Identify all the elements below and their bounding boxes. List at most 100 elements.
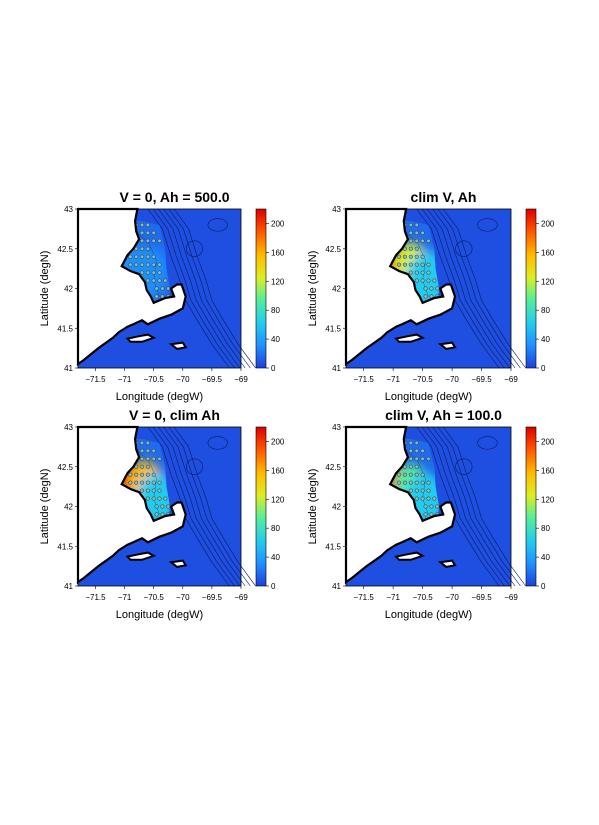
- y-tick-label: 41.5: [57, 324, 73, 333]
- station-marker: [134, 480, 139, 485]
- station-marker: [414, 496, 419, 501]
- y-tick-label: 41: [332, 364, 341, 373]
- colorbar-tick-label: 0: [541, 582, 546, 591]
- x-tick-label: −70: [445, 375, 459, 384]
- station-marker: [145, 246, 150, 251]
- contour-loop: [207, 218, 228, 232]
- station-marker: [396, 254, 402, 259]
- x-tick-label: −71.5: [85, 593, 106, 602]
- y-tick-label: 42: [64, 503, 73, 512]
- contour-line: [421, 426, 505, 587]
- x-tick-label: −71.5: [85, 375, 106, 384]
- x-tick-label: −69: [504, 593, 518, 602]
- station-marker: [166, 286, 171, 291]
- station-marker: [420, 488, 425, 493]
- contour-loop: [455, 458, 473, 475]
- station-marker: [128, 254, 133, 259]
- station-marker: [423, 294, 428, 299]
- colorbar-tick-label: 160: [271, 466, 285, 475]
- y-tick-label: 43: [64, 423, 73, 432]
- y-tick-label: 41.5: [325, 542, 341, 551]
- colorbar-tick-label: 80: [271, 524, 280, 533]
- y-axis-label: Latitude (degN): [307, 251, 319, 327]
- island: [125, 333, 157, 343]
- field-contour: [130, 446, 160, 515]
- x-tick-label: −69: [234, 375, 248, 384]
- station-marker: [139, 230, 145, 235]
- colorbar-tick-label: 200: [271, 437, 285, 446]
- panel-2: clim V, Ah −71.5 −71 −70.5 −70 −69.5 −69 41 41.5…: [307, 189, 555, 403]
- station-marker: [426, 496, 431, 501]
- colorbar-tick-label: 80: [541, 524, 550, 533]
- island: [394, 551, 426, 561]
- station-marker: [157, 262, 162, 267]
- station-marker: [139, 456, 145, 461]
- y-axis-label: Latitude (degN): [39, 469, 51, 545]
- colorbar-tick-label: 200: [541, 437, 555, 446]
- station-marker: [163, 496, 168, 501]
- bathymetry-contours: [416, 426, 526, 587]
- contour-loop: [477, 436, 498, 450]
- x-tick-label: −70.5: [144, 375, 165, 384]
- station-marker: [426, 488, 431, 493]
- station-marker: [408, 472, 413, 477]
- station-marker: [420, 496, 425, 501]
- island: [168, 559, 188, 568]
- y-tick-label: 41.5: [57, 542, 73, 551]
- x-tick-label: −71: [118, 375, 132, 384]
- stations: [128, 440, 171, 517]
- station-marker: [396, 472, 402, 477]
- colorbar-tick-label: 120: [271, 277, 285, 286]
- contour-loop: [185, 240, 203, 258]
- station-marker: [145, 464, 150, 469]
- station-marker: [151, 270, 156, 275]
- contour-line: [158, 426, 241, 587]
- station-marker: [145, 480, 150, 485]
- station-marker: [408, 238, 413, 243]
- station-marker: [145, 222, 150, 227]
- station-marker: [429, 286, 434, 291]
- station-marker: [408, 254, 413, 259]
- station-marker: [426, 238, 431, 243]
- station-marker: [160, 286, 165, 291]
- station-marker: [414, 246, 419, 251]
- y-tick-label: 42.5: [57, 245, 73, 254]
- station-marker: [145, 496, 150, 501]
- contour-loop: [207, 436, 228, 450]
- station-marker: [151, 448, 156, 453]
- station-marker: [134, 262, 139, 267]
- station-marker: [420, 472, 425, 477]
- station-marker: [166, 504, 171, 509]
- colorbar-tick-label: 160: [541, 466, 555, 475]
- contour-loop: [455, 240, 473, 258]
- contour-line: [173, 208, 256, 369]
- station-marker: [151, 480, 156, 485]
- x-tick-label: −69.5: [202, 593, 223, 602]
- contour-line: [152, 426, 235, 587]
- island: [125, 551, 157, 561]
- contour-line: [442, 208, 526, 369]
- y-tick-label: 42: [332, 285, 341, 294]
- station-marker: [139, 448, 145, 453]
- island: [168, 341, 188, 350]
- station-marker: [420, 278, 425, 283]
- station-marker: [157, 456, 162, 461]
- station-marker: [429, 504, 434, 509]
- station-marker: [432, 278, 437, 283]
- land-mass: [344, 425, 457, 585]
- station-marker: [145, 448, 150, 453]
- x-tick-label: −71: [118, 593, 132, 602]
- station-marker: [151, 254, 156, 259]
- station-marker: [408, 464, 413, 469]
- contour-line: [427, 208, 511, 369]
- y-axis-label: Latitude (degN): [39, 251, 51, 327]
- station-marker: [139, 254, 145, 259]
- station-marker: [151, 456, 156, 461]
- station-marker: [139, 238, 145, 243]
- colorbar: [255, 208, 267, 369]
- colorbar-tick-label: 200: [541, 219, 555, 228]
- station-marker: [157, 270, 162, 275]
- station-marker: [154, 286, 159, 291]
- y-tick-label: 42.5: [325, 245, 341, 254]
- contour-line: [152, 208, 235, 369]
